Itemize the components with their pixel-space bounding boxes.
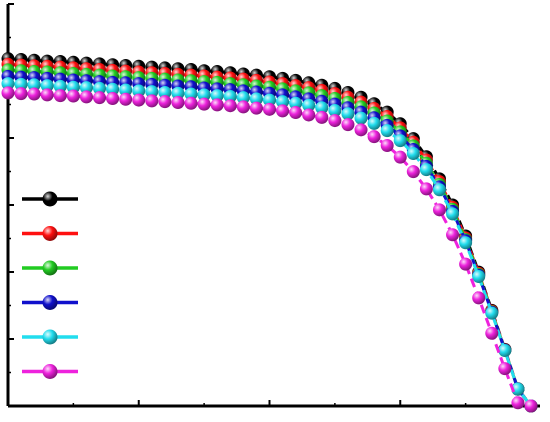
data-point bbox=[511, 382, 525, 396]
data-point bbox=[406, 147, 420, 161]
data-point bbox=[380, 124, 394, 138]
data-point bbox=[328, 104, 342, 118]
data-point bbox=[315, 110, 329, 124]
data-point bbox=[14, 87, 28, 101]
data-point bbox=[236, 100, 250, 114]
data-point bbox=[276, 104, 290, 118]
data-point bbox=[354, 123, 368, 137]
data-point bbox=[236, 91, 250, 105]
data-point bbox=[1, 77, 15, 91]
data-point bbox=[119, 92, 133, 106]
data-point bbox=[145, 94, 159, 108]
data-point bbox=[393, 150, 407, 164]
data-point bbox=[158, 95, 172, 109]
data-point bbox=[498, 362, 512, 376]
data-point bbox=[145, 85, 159, 99]
data-point bbox=[459, 236, 473, 250]
data-point bbox=[40, 79, 54, 93]
data-point bbox=[263, 93, 276, 107]
data-point bbox=[53, 79, 67, 93]
data-point bbox=[223, 89, 237, 103]
data-point bbox=[197, 88, 211, 102]
data-point bbox=[341, 118, 355, 132]
data-point bbox=[367, 130, 381, 144]
data-point bbox=[1, 86, 15, 100]
data-point bbox=[263, 102, 276, 116]
data-point bbox=[472, 270, 486, 284]
series-line bbox=[7, 82, 533, 407]
legend-entry-5 bbox=[22, 329, 78, 345]
data-point bbox=[289, 106, 303, 120]
data-point bbox=[302, 98, 316, 112]
data-point bbox=[184, 87, 198, 101]
data-point bbox=[393, 134, 407, 148]
legend-marker bbox=[42, 295, 58, 310]
data-point bbox=[249, 101, 263, 115]
data-point bbox=[93, 81, 107, 95]
series-layer bbox=[1, 52, 538, 413]
legend-entry-6 bbox=[22, 364, 78, 379]
data-point bbox=[289, 96, 303, 110]
legend-entry-2 bbox=[22, 226, 78, 241]
data-point bbox=[432, 183, 446, 197]
series-6 bbox=[1, 86, 538, 413]
data-point bbox=[132, 84, 146, 98]
data-point bbox=[406, 165, 420, 179]
data-point bbox=[341, 107, 355, 121]
data-point bbox=[380, 139, 394, 153]
legend-marker bbox=[42, 329, 58, 345]
data-point bbox=[223, 99, 237, 113]
data-point bbox=[511, 396, 525, 410]
data-point bbox=[524, 399, 538, 413]
data-point bbox=[354, 111, 368, 125]
legend bbox=[22, 191, 78, 379]
legend-entry-1 bbox=[22, 191, 78, 207]
data-point bbox=[53, 89, 67, 103]
data-point bbox=[27, 87, 41, 101]
data-point bbox=[485, 306, 499, 320]
data-point bbox=[419, 163, 433, 177]
data-point bbox=[432, 203, 446, 217]
data-point bbox=[79, 90, 93, 104]
data-point bbox=[106, 82, 120, 96]
data-point bbox=[315, 101, 329, 115]
data-point bbox=[14, 77, 28, 91]
data-point bbox=[419, 182, 433, 196]
data-point bbox=[79, 81, 93, 95]
data-point bbox=[119, 83, 133, 97]
data-point bbox=[197, 97, 211, 111]
data-point bbox=[171, 86, 185, 100]
legend-marker bbox=[42, 191, 58, 207]
legend-entry-3 bbox=[22, 260, 78, 276]
data-point bbox=[472, 291, 486, 305]
data-point bbox=[132, 93, 146, 107]
data-point bbox=[276, 95, 290, 109]
series-5 bbox=[1, 77, 538, 413]
data-point bbox=[446, 228, 460, 242]
data-point bbox=[302, 108, 316, 122]
data-point bbox=[446, 207, 460, 221]
data-point bbox=[249, 92, 263, 106]
data-point bbox=[171, 95, 185, 109]
data-point bbox=[459, 257, 473, 271]
data-point bbox=[93, 91, 107, 105]
data-point bbox=[40, 88, 54, 102]
legend-marker bbox=[42, 226, 58, 241]
data-point bbox=[367, 116, 381, 130]
legend-entry-4 bbox=[22, 295, 78, 310]
data-point bbox=[498, 344, 512, 358]
legend-marker bbox=[42, 364, 58, 379]
data-point bbox=[158, 85, 172, 99]
legend-marker bbox=[42, 260, 58, 276]
data-point bbox=[184, 96, 198, 110]
data-point bbox=[485, 326, 499, 340]
data-point bbox=[27, 78, 41, 92]
data-point bbox=[210, 98, 224, 112]
series-line bbox=[7, 91, 532, 408]
data-point bbox=[106, 91, 120, 105]
data-point bbox=[328, 114, 342, 128]
data-point bbox=[66, 89, 80, 103]
data-point bbox=[210, 89, 224, 103]
